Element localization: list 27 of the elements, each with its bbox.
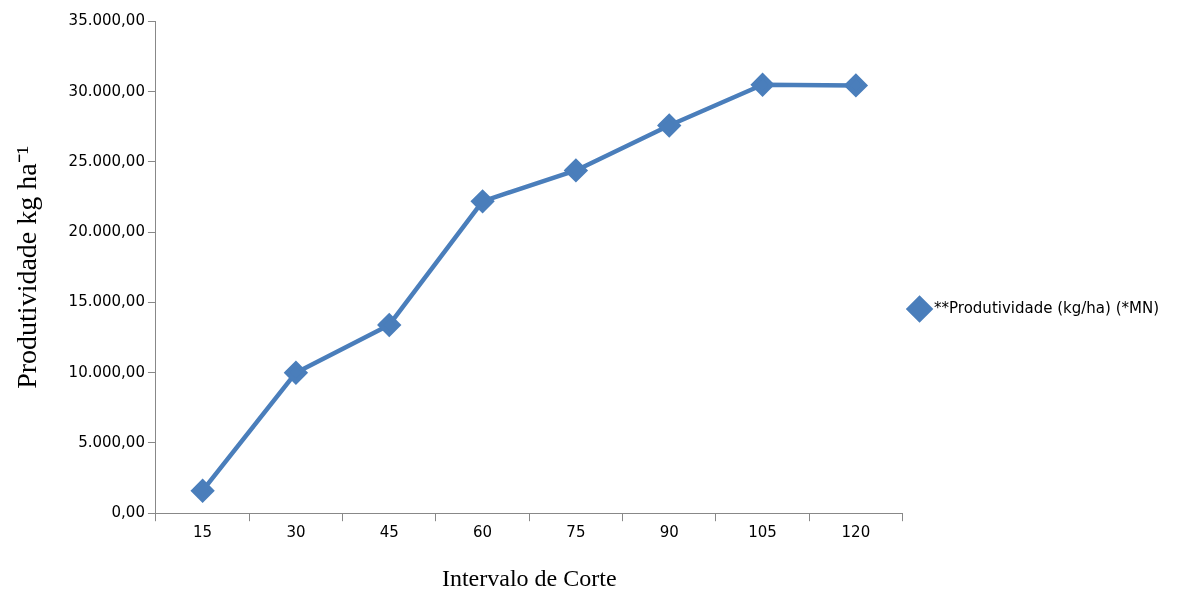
y-tick-label: 20.000,00 <box>68 222 145 241</box>
y-tick-label: 25.000,00 <box>68 151 145 170</box>
x-tick-label: 105 <box>748 523 777 542</box>
point <box>191 479 214 502</box>
point <box>844 74 868 97</box>
x-tick-label: 15 <box>193 523 213 542</box>
legend-label: **Produtividade (kg/ha) (*MN) <box>934 298 1159 317</box>
y-tick-label: 10.000,00 <box>68 362 145 381</box>
point <box>564 159 588 182</box>
y-tick-label: 5.000,00 <box>78 432 145 451</box>
x-tick-label: 45 <box>379 523 399 542</box>
y-axis-title: Produtividade kg ha⁻¹ <box>11 145 43 389</box>
point <box>378 313 401 337</box>
point <box>284 361 308 384</box>
point <box>751 73 774 96</box>
x-axis-title: Intervalo de Corte <box>441 564 617 591</box>
point <box>657 114 681 137</box>
x-tick-label: 60 <box>473 523 493 542</box>
x-tick-label: 30 <box>286 523 306 542</box>
x-tick-label: 120 <box>841 523 871 542</box>
y-tick-label: 15.000,00 <box>68 292 145 311</box>
x-tick-label: 75 <box>566 523 586 542</box>
x-tick-label: 90 <box>659 523 679 542</box>
y-tick-label: 0,00 <box>111 503 145 522</box>
y-tick-label: 35.000,00 <box>68 11 145 30</box>
y-tick-label: 30.000,00 <box>68 81 145 100</box>
point <box>471 190 494 213</box>
